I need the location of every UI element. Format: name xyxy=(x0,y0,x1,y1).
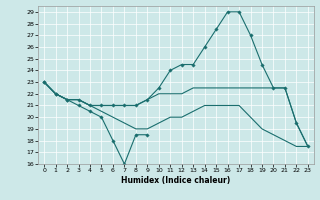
X-axis label: Humidex (Indice chaleur): Humidex (Indice chaleur) xyxy=(121,176,231,185)
